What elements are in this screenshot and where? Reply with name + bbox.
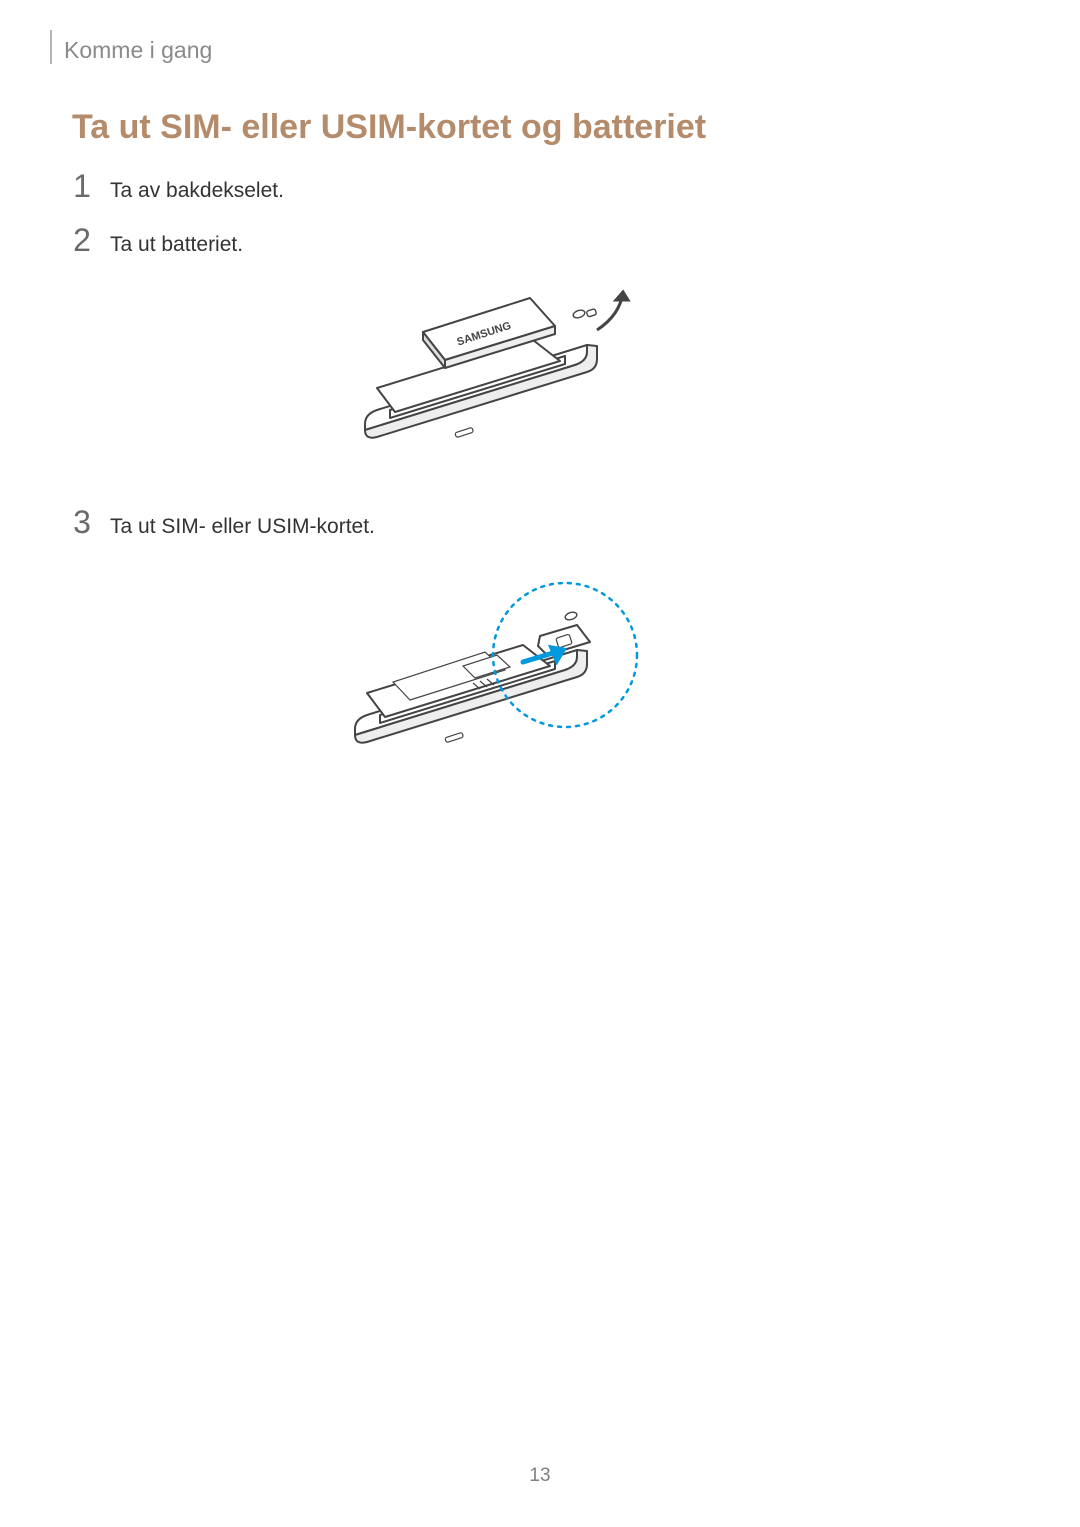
section-title: Ta ut SIM- eller USIM-kortet og batterie… bbox=[72, 108, 706, 147]
step-text: Ta av bakdekselet. bbox=[110, 179, 284, 203]
step-2: 2 Ta ut batteriet. bbox=[72, 222, 243, 259]
page-number: 13 bbox=[0, 1465, 1080, 1487]
step-number: 1 bbox=[72, 168, 92, 205]
step-3: 3 Ta ut SIM- eller USIM-kortet. bbox=[72, 504, 375, 541]
page-header: Komme i gang bbox=[50, 30, 212, 64]
remove-battery-illustration: SAMSUNG bbox=[335, 270, 665, 470]
breadcrumb: Komme i gang bbox=[64, 37, 212, 64]
step-1: 1 Ta av bakdekselet. bbox=[72, 168, 284, 205]
step-text: Ta ut SIM- eller USIM-kortet. bbox=[110, 515, 375, 539]
step-text: Ta ut batteriet. bbox=[110, 233, 243, 257]
step-number: 3 bbox=[72, 504, 92, 541]
remove-sim-illustration bbox=[335, 570, 665, 790]
step-number: 2 bbox=[72, 222, 92, 259]
